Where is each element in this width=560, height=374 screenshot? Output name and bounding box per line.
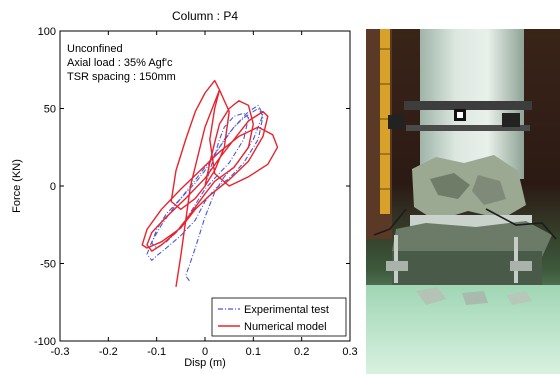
x-tick-label: -0.1 (147, 346, 166, 358)
legend-box (211, 297, 347, 337)
y-axis-label: Force (KN) (11, 159, 23, 213)
hysteresis-chart: Column : P4 -0.3 -0.2 -0.1 0 0.1 0.2 0.3 -100 -5… (11, 9, 358, 369)
x-tick-label: 0.3 (342, 346, 357, 358)
annotation-tsr-spacing: TSR spacing : 150mm (67, 71, 176, 83)
chart-title: Column : P4 (172, 9, 238, 23)
plot-area (141, 79, 279, 287)
y-tick-label: -100 (34, 336, 56, 348)
legend: Experimental test Numerical model (211, 297, 347, 337)
y-tick-label: 100 (38, 26, 56, 38)
series-line-experimental (146, 104, 264, 283)
series-line-numerical (141, 79, 279, 287)
annotation-unconfined: Unconfined (67, 43, 123, 55)
axis-ticks: -0.3 -0.2 -0.1 0 0.1 0.2 0.3 -100 -50 0 50 100 (34, 26, 358, 358)
x-tick-label: 0.2 (294, 346, 309, 358)
legend-label-experimental: Experimental test (244, 304, 329, 316)
y-tick-label: 0 (50, 181, 56, 193)
x-tick-label: 0.1 (246, 346, 261, 358)
y-tick-label: 50 (44, 104, 56, 116)
x-axis-label: Disp (m) (184, 357, 226, 369)
legend-label-numerical: Numerical model (244, 321, 327, 333)
x-tick-label: -0.3 (51, 346, 70, 358)
test-column-photo (366, 29, 560, 374)
x-tick-label: -0.2 (99, 346, 118, 358)
annotation-axial-load: Axial load : 35% Agf'c (67, 57, 173, 69)
x-tick-label: 0 (202, 346, 208, 358)
y-tick-label: -50 (40, 259, 56, 271)
